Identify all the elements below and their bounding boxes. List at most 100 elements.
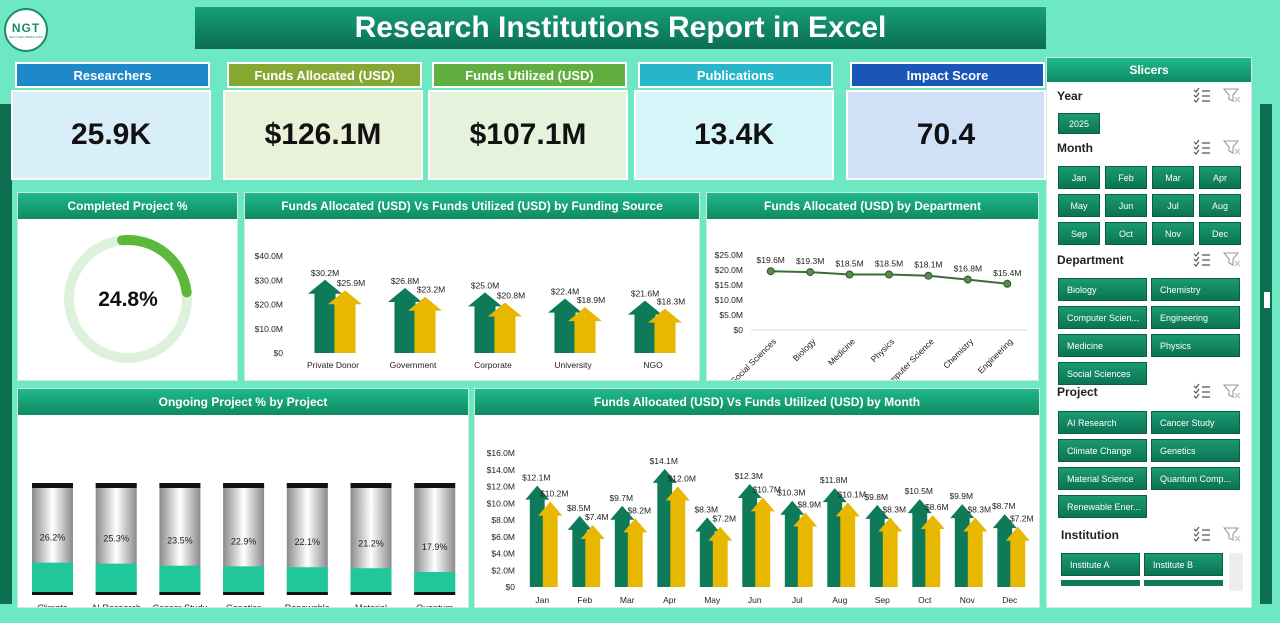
donut-arc [117, 235, 192, 298]
y-tick-label: $0 [506, 582, 516, 592]
utilized-bar [878, 517, 903, 587]
data-label: $9.9M [949, 491, 973, 501]
multi-select-icon[interactable] [1193, 526, 1211, 542]
line-point [924, 271, 933, 280]
x-tick-label: Medicine [826, 336, 857, 367]
kpi-value: 25.9K [11, 90, 211, 180]
x-tick-label: Jun [748, 595, 762, 605]
completed-donut-chart: 24.8% [64, 235, 192, 363]
data-label: $8.3M [967, 504, 991, 514]
y-tick-label: $2.0M [491, 565, 515, 575]
x-tick-label: Jul [792, 595, 803, 605]
slicer-project-item[interactable]: Material Science [1058, 467, 1147, 490]
slicer-month-item[interactable]: Jan [1058, 166, 1100, 189]
x-tick-label: Oct [918, 595, 932, 605]
slicer-department-item[interactable]: Engineering [1151, 306, 1240, 329]
slicer-department-title: Department [1057, 253, 1124, 267]
data-label: $20.8M [497, 291, 525, 301]
ongoing-fill-bar [286, 567, 328, 592]
tube-base [223, 592, 265, 595]
slicer-month-item[interactable]: Feb [1105, 166, 1147, 189]
utilized-bar [793, 512, 818, 587]
slicer-month-item[interactable]: Aug [1199, 194, 1241, 217]
clear-filter-icon[interactable] [1223, 87, 1241, 103]
allocated-bar [468, 292, 502, 353]
slicer-month-item[interactable]: Mar [1152, 166, 1194, 189]
slicer-month-item[interactable]: Apr [1199, 166, 1241, 189]
multi-select-icon[interactable] [1193, 251, 1211, 267]
slicer-month-item[interactable]: Oct [1105, 222, 1147, 245]
tube-base [32, 592, 73, 595]
utilized-bar [665, 486, 690, 587]
slicer-year-2025[interactable]: 2025 [1058, 113, 1100, 134]
slicer-department-item[interactable]: Social Sciences [1058, 362, 1147, 385]
slicer-department-item[interactable]: Computer Scien... [1058, 306, 1147, 329]
data-label: $12.0M [668, 474, 696, 484]
slicer-month-item[interactable]: Jun [1105, 194, 1147, 217]
data-label: $7.2M [1010, 514, 1034, 524]
right-strip [1260, 104, 1272, 604]
clear-filter-icon[interactable] [1223, 526, 1241, 542]
kpi-value: 70.4 [846, 90, 1046, 180]
slicer-scrollbar[interactable] [1229, 553, 1243, 591]
multi-select-icon[interactable] [1193, 383, 1211, 399]
slicer-institution-overflow [1061, 580, 1223, 586]
multi-select-icon[interactable] [1193, 87, 1211, 103]
left-strip [0, 104, 12, 604]
slicer-project-item[interactable]: Cancer Study [1151, 411, 1240, 434]
slicer-department-item[interactable]: Chemistry [1151, 278, 1240, 301]
slicer-project-item[interactable]: Quantum Comp... [1151, 467, 1240, 490]
data-label: $7.4M [585, 512, 609, 522]
multi-select-icon[interactable] [1193, 139, 1211, 155]
tube-cap [32, 483, 73, 488]
slicer-project-item[interactable]: Genetics [1151, 439, 1240, 462]
slicer-month-item[interactable]: Jul [1152, 194, 1194, 217]
slicer-month-item[interactable]: May [1058, 194, 1100, 217]
month-panel: Funds Allocated (USD) Vs Funds Utilized … [474, 388, 1040, 623]
slicer-department-item[interactable]: Biology [1058, 278, 1147, 301]
utilized-bar [408, 296, 442, 353]
tube-cap [414, 483, 456, 488]
slicer-month-item[interactable]: Nov [1152, 222, 1194, 245]
data-label: $19.3M [796, 256, 824, 266]
slicer-department-item[interactable]: Physics [1151, 334, 1240, 357]
ongoing-fill-bar [159, 565, 201, 592]
clear-filter-icon[interactable] [1223, 139, 1241, 155]
tube-cap [223, 483, 265, 488]
data-label: $10.3M [777, 488, 805, 498]
data-label: $16.8M [954, 264, 982, 274]
completed-percent-label: 24.8% [98, 288, 158, 311]
slicer-department-item[interactable]: Medicine [1058, 334, 1147, 357]
slicer-month-item[interactable]: Sep [1058, 222, 1100, 245]
slicer-institution-item[interactable]: Institute A [1061, 553, 1140, 576]
slicer-institution-item[interactable]: Institute B [1144, 553, 1223, 576]
utilized-bar [328, 290, 362, 353]
slicer-year-title: Year [1057, 89, 1083, 103]
clear-filter-icon[interactable] [1223, 251, 1241, 267]
ongoing-project-chart: 26.2% 25.3% 23.5% 22.9% 22.1% 21.2% 17.9% Clima… [32, 483, 456, 623]
y-tick-label: $14.0M [487, 465, 515, 475]
x-tick-label: Mar [620, 595, 635, 605]
y-tick-label: $4.0M [491, 549, 515, 559]
slicer-project-item[interactable]: Renewable Ener... [1058, 495, 1147, 518]
y-tick-label: $10.0M [255, 324, 283, 334]
utilized-bar [568, 307, 602, 353]
data-label: $21.6M [631, 289, 659, 299]
month-chart: $0 $2.0M $4.0M $6.0M $8.0M $10.0M $12.0M $14.0M… [487, 448, 1034, 623]
data-label: $8.9M [797, 499, 821, 509]
data-label: $8.5M [567, 503, 591, 513]
scroll-handle[interactable] [1263, 291, 1271, 309]
x-tick-label: Cancer Study [153, 603, 208, 607]
y-tick-label: $6.0M [491, 532, 515, 542]
data-label: $8.3M [882, 504, 906, 514]
slicer-institution-title: Institution [1061, 528, 1119, 542]
slicer-project-item[interactable]: AI Research [1058, 411, 1147, 434]
department-panel: Funds Allocated (USD) by Department $0 $5… [706, 192, 1039, 393]
allocated-bar [308, 279, 342, 353]
slicers-title: Slicers [1047, 58, 1251, 82]
slicer-project-item[interactable]: Climate Change [1058, 439, 1147, 462]
clear-filter-icon[interactable] [1223, 383, 1241, 399]
slicer-month-item[interactable]: Dec [1199, 222, 1241, 245]
x-tick-label: May [704, 595, 721, 605]
kpi-label: Funds Allocated (USD) [227, 62, 422, 88]
